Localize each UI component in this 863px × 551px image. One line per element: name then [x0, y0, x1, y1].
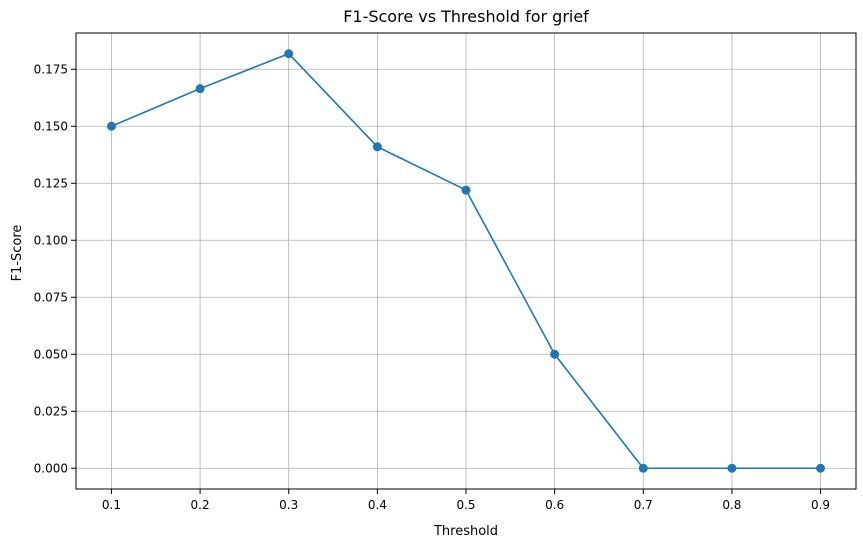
y-tick-label-3: 0.075: [34, 290, 68, 304]
y-tick-label-1: 0.025: [34, 404, 68, 418]
axes: [71, 32, 857, 494]
x-tick-label-6: 0.7: [634, 498, 653, 512]
x-tick-label-3: 0.4: [368, 498, 387, 512]
x-tick-label-7: 0.8: [722, 498, 741, 512]
series-layer: [106, 49, 826, 473]
data-point-0: [106, 121, 116, 131]
data-point-1: [195, 84, 205, 94]
x-axis-label: Threshold: [433, 524, 498, 539]
chart-title: F1-Score vs Threshold for grief: [343, 7, 589, 26]
data-point-5: [550, 349, 560, 359]
data-point-8: [816, 463, 826, 473]
x-tick-label-8: 0.9: [811, 498, 830, 512]
data-point-2: [284, 49, 294, 59]
data-point-7: [727, 463, 737, 473]
y-tick-label-7: 0.175: [34, 62, 68, 76]
grid: [76, 33, 856, 489]
y-tick-label-0: 0.000: [34, 461, 68, 475]
y-tick-label-5: 0.125: [34, 176, 68, 190]
y-tick-label-2: 0.050: [34, 347, 68, 361]
data-point-3: [372, 142, 382, 152]
tick-labels: 0.1 0.2 0.3 0.4 0.5 0.6 0.7 0.8 0.9 0.000 0.025 0.0…: [34, 62, 830, 512]
x-tick-label-5: 0.6: [545, 498, 564, 512]
x-tick-label-0: 0.1: [102, 498, 121, 512]
y-tick-label-4: 0.100: [34, 233, 68, 247]
x-tick-label-2: 0.3: [279, 498, 298, 512]
x-tick-label-4: 0.5: [456, 498, 475, 512]
x-tick-label-1: 0.2: [191, 498, 210, 512]
data-point-4: [461, 185, 471, 195]
y-tick-label-6: 0.150: [34, 119, 68, 133]
data-point-6: [638, 463, 648, 473]
y-axis-label: F1-Score: [10, 225, 25, 282]
